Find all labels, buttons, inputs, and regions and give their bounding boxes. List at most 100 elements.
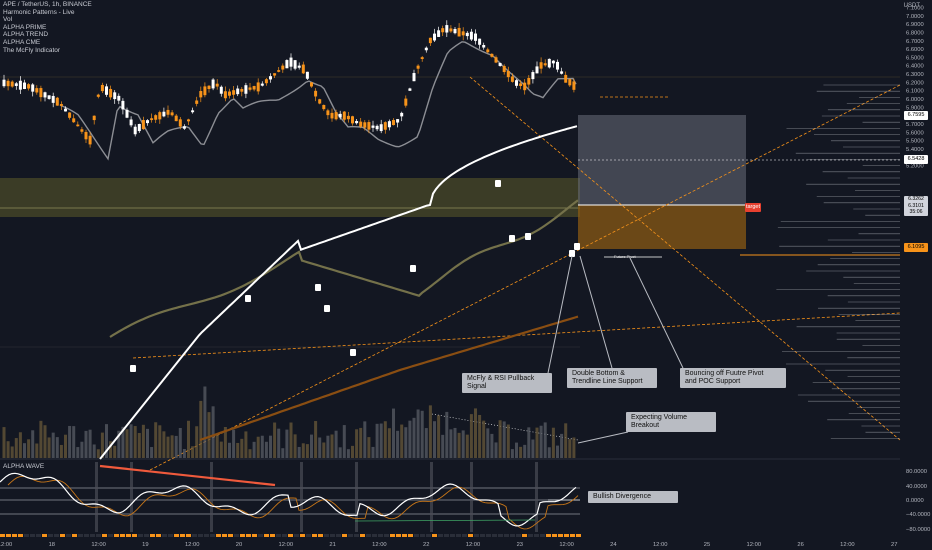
time-tick: 22 bbox=[423, 542, 429, 548]
volume-bar bbox=[232, 429, 236, 458]
indicator-harmonic[interactable]: Harmonic Patterns - Live bbox=[3, 8, 75, 16]
position-stop-box[interactable] bbox=[578, 205, 746, 249]
candle-body bbox=[129, 119, 133, 126]
volume-bar bbox=[273, 422, 277, 458]
osc-strip-cell bbox=[108, 534, 113, 537]
candle-body bbox=[23, 82, 26, 90]
candle-body bbox=[59, 104, 63, 106]
osc-strip-cell bbox=[318, 534, 323, 537]
candle-body bbox=[141, 120, 145, 130]
candle-body bbox=[506, 70, 510, 78]
volume-bar bbox=[256, 436, 260, 458]
candle-body bbox=[453, 28, 457, 34]
candle-body bbox=[293, 60, 297, 69]
osc-strip-cell bbox=[300, 534, 305, 537]
candle-body bbox=[232, 90, 236, 95]
indicator-alpha-prime[interactable]: ALPHA PRIME bbox=[3, 23, 47, 31]
price-tick: 6.3000 bbox=[906, 72, 924, 78]
candle-body bbox=[465, 32, 469, 37]
time-axis[interactable]: 12:00 18 12:00 19 12:00 20 12:00 21 12:00 22 12:00… bbox=[0, 542, 897, 548]
volume-bar bbox=[27, 439, 31, 458]
osc-strip-cell bbox=[480, 534, 485, 537]
candle-body bbox=[43, 92, 47, 98]
volume-bar bbox=[18, 432, 22, 458]
note-mcfly[interactable]: McFly & RSI Pullback Signal bbox=[462, 373, 552, 393]
oscillator-title[interactable]: ALPHA WAVE bbox=[3, 463, 45, 470]
candle-body bbox=[150, 118, 154, 121]
note-divergence[interactable]: Bullish Divergence bbox=[588, 491, 678, 503]
indicator-alpha-trend[interactable]: ALPHA TREND bbox=[3, 31, 49, 39]
volume-bar bbox=[523, 444, 527, 458]
oscillator-axis[interactable]: 80.0000 40.0000 0.0000 −40.0000 −80.0000 bbox=[906, 469, 930, 533]
candle-body bbox=[351, 116, 354, 124]
volume-bars bbox=[2, 386, 576, 458]
osc-strip-cell bbox=[552, 534, 557, 537]
candle-body bbox=[289, 57, 293, 67]
price-tick: 6.6000 bbox=[906, 47, 924, 53]
osc-strip-cell bbox=[54, 534, 59, 537]
volume-bar bbox=[572, 437, 576, 458]
candle-body bbox=[72, 118, 76, 123]
candle-body bbox=[121, 100, 125, 110]
volume-bar bbox=[474, 408, 477, 458]
osc-strip-cell bbox=[24, 534, 29, 537]
candle-body bbox=[6, 80, 10, 87]
symbol-title[interactable]: APE / TetherUS, 1h, BINANCE bbox=[3, 1, 92, 8]
volume-bar bbox=[264, 441, 268, 458]
price-tick: 6.1000 bbox=[906, 89, 924, 95]
volume-bar bbox=[187, 420, 190, 458]
candle-body bbox=[158, 112, 162, 120]
note-double-bottom[interactable]: Double Bottom & Trendline Line Support bbox=[567, 368, 657, 388]
candle-body bbox=[269, 76, 272, 80]
volume-bar bbox=[244, 431, 248, 458]
osc-strip-cell bbox=[438, 534, 443, 537]
price-axis[interactable]: 7.1000 7.0000 6.9000 6.8000 6.7000 6.6000 6.50… bbox=[906, 6, 924, 170]
candle-body bbox=[412, 73, 416, 82]
future-pivot-label: Future Pivot bbox=[614, 254, 636, 259]
volume-bar bbox=[207, 412, 211, 458]
volume-bar bbox=[236, 442, 240, 458]
indicator-mcfly[interactable]: The McFly Indicator bbox=[3, 46, 61, 54]
note-volume[interactable]: Expecting Volume Breakout bbox=[626, 412, 716, 432]
volume-bar bbox=[420, 410, 424, 458]
candle-body bbox=[248, 87, 252, 90]
osc-tick: −40.0000 bbox=[906, 512, 930, 518]
osc-strip-cell bbox=[48, 534, 53, 537]
volume-bar bbox=[416, 409, 420, 458]
volume-bar bbox=[39, 420, 43, 458]
volume-bar bbox=[195, 426, 199, 458]
candle-body bbox=[96, 94, 100, 97]
volume-bar bbox=[100, 432, 104, 458]
osc-bg-bar bbox=[210, 462, 213, 532]
candle-body bbox=[543, 63, 547, 66]
price-label-top: 6.7595 bbox=[904, 111, 928, 120]
volume-bar bbox=[543, 422, 547, 458]
indicator-alpha-cme[interactable]: ALPHA CME bbox=[3, 38, 41, 46]
candle-body bbox=[326, 110, 330, 116]
volume-bar bbox=[14, 438, 18, 458]
ma-long bbox=[199, 315, 579, 442]
osc-strip-cell bbox=[30, 534, 35, 537]
candle-body bbox=[187, 119, 190, 122]
volume-bar bbox=[228, 442, 231, 458]
candle-body bbox=[301, 64, 305, 74]
osc-strip-cell bbox=[402, 534, 407, 537]
volume-bar bbox=[457, 432, 461, 458]
current-price: 6.3262 bbox=[908, 196, 924, 202]
volume-bar bbox=[158, 425, 162, 458]
candle-body bbox=[31, 84, 35, 92]
osc-strip-cell bbox=[186, 534, 191, 537]
volume-bar bbox=[318, 437, 322, 458]
volume-bar bbox=[88, 429, 92, 458]
candle-body bbox=[474, 33, 477, 41]
note-bouncing[interactable]: Bouncing off Fuutre Pivot and POC Suppor… bbox=[680, 368, 786, 388]
candle-body bbox=[330, 112, 334, 119]
time-tick: 12:00 bbox=[653, 542, 668, 548]
time-tick: 12:00 bbox=[372, 542, 387, 548]
candle-body bbox=[244, 85, 248, 94]
volume-bar bbox=[314, 421, 318, 458]
candle-body bbox=[281, 65, 285, 70]
signal-marker bbox=[324, 305, 330, 312]
indicator-vol[interactable]: Vol bbox=[3, 16, 13, 24]
